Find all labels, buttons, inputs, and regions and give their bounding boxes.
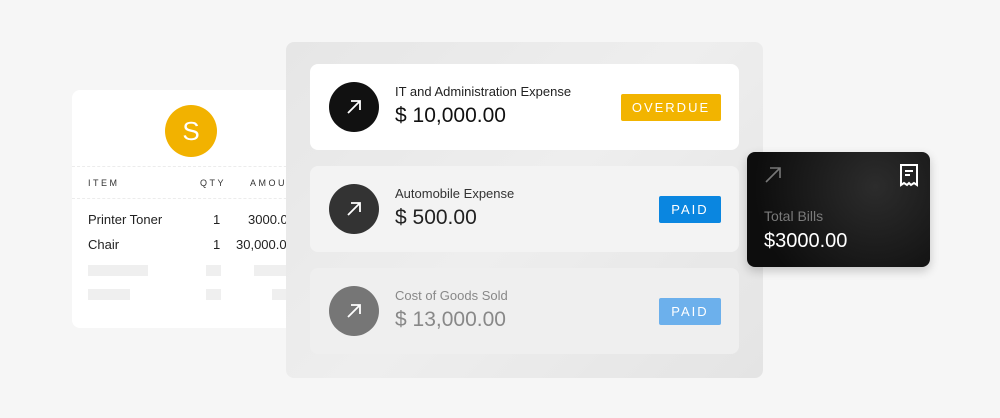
- expense-panel: IT and Administration Expense $ 10,000.0…: [286, 42, 763, 378]
- expense-icon-circle: [329, 286, 379, 336]
- total-label: Total Bills: [764, 208, 824, 224]
- arrow-up-right-icon: [347, 304, 361, 318]
- placeholder-bar: [272, 289, 292, 300]
- avatar: S: [165, 105, 217, 157]
- expense-card[interactable]: IT and Administration Expense $ 10,000.0…: [310, 64, 739, 150]
- receipt-icon: [900, 164, 918, 187]
- bill-card: S ITEM QTY AMOUNT Printer Toner 1 3000.0…: [72, 90, 312, 328]
- row-qty: 1: [213, 237, 221, 252]
- placeholder-bar: [88, 265, 148, 276]
- row-item: Printer Toner: [88, 212, 163, 227]
- header-amount: AMOUNT: [250, 178, 304, 188]
- expense-card[interactable]: Automobile Expense $ 500.00 PAID: [310, 166, 739, 252]
- expense-icon-circle: [329, 82, 379, 132]
- expense-title: IT and Administration Expense: [395, 84, 572, 99]
- total-amount: $3000.00: [764, 230, 848, 252]
- placeholder-bar: [88, 289, 130, 300]
- header-item: ITEM: [88, 178, 120, 188]
- placeholder-bar: [206, 265, 221, 276]
- row-amount: 30,000.00: [236, 237, 294, 252]
- expense-amount: $ 10,000.00: [395, 104, 506, 127]
- status-badge: PAID: [659, 196, 721, 223]
- divider: [72, 166, 312, 167]
- arrow-up-right-icon: [347, 100, 361, 114]
- expense-icon-circle: [329, 184, 379, 234]
- expense-amount: $ 13,000.00: [395, 308, 506, 331]
- arrow-up-right-icon: [765, 167, 781, 183]
- placeholder-bar: [254, 265, 294, 276]
- placeholder-bar: [206, 289, 221, 300]
- total-bills-card: Total Bills $3000.00: [747, 152, 930, 267]
- row-qty: 1: [213, 212, 221, 227]
- row-amount: 3000.00: [248, 212, 295, 227]
- arrow-up-right-icon: [347, 202, 361, 216]
- divider: [72, 198, 312, 199]
- status-badge: PAID: [659, 298, 721, 325]
- status-badge: OVERDUE: [621, 94, 721, 121]
- expense-title: Automobile Expense: [395, 186, 515, 201]
- expense-card[interactable]: Cost of Goods Sold $ 13,000.00 PAID: [310, 268, 739, 354]
- expense-title: Cost of Goods Sold: [395, 288, 508, 303]
- row-item: Chair: [88, 237, 120, 252]
- expense-amount: $ 500.00: [395, 206, 477, 229]
- header-qty: QTY: [200, 178, 227, 188]
